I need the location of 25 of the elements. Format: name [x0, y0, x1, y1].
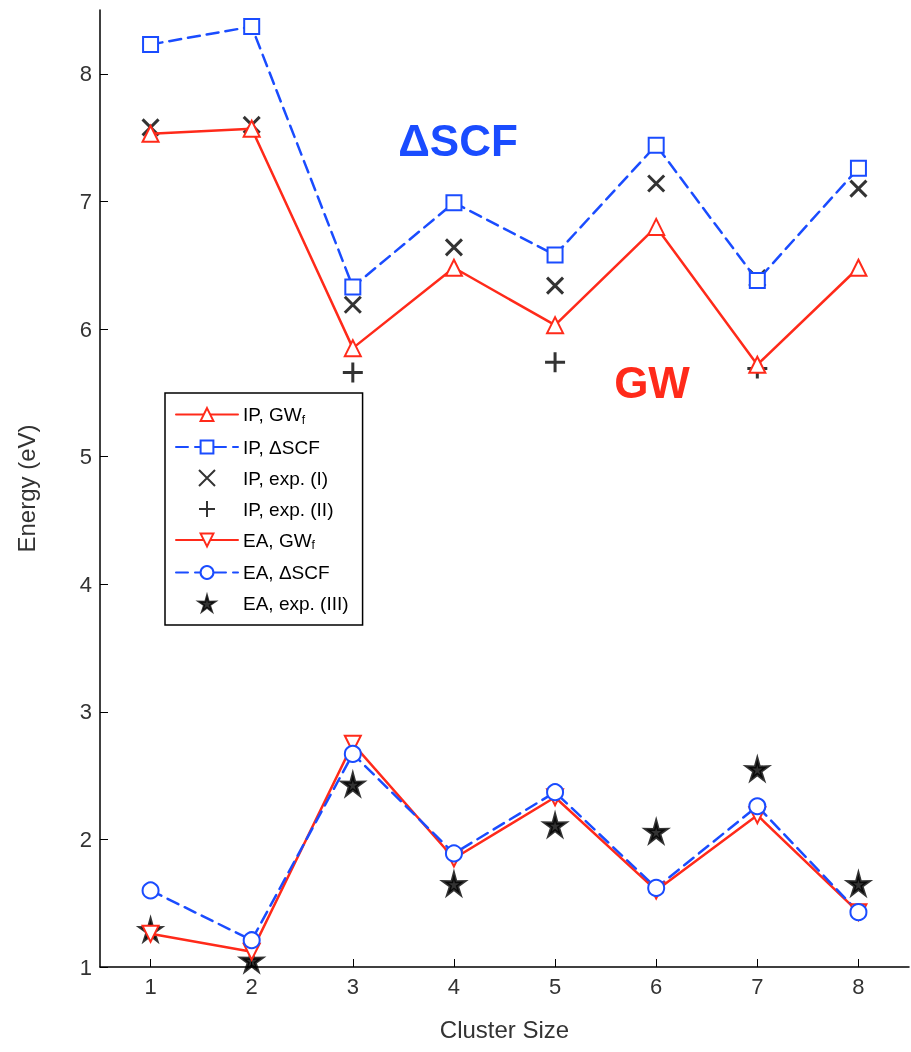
- legend-label: IP, ΔSCF: [243, 436, 320, 458]
- y-tick-label: 8: [79, 61, 92, 87]
- x-tick-label: 1: [144, 973, 157, 999]
- x-tick-label: 8: [852, 973, 865, 999]
- y-tick-label: 1: [79, 954, 92, 980]
- x-tick-label: 3: [346, 973, 359, 999]
- x-tick-label: 6: [650, 973, 663, 999]
- y-tick-label: 6: [79, 316, 92, 342]
- x-tick-label: 2: [245, 973, 258, 999]
- legend-label: EA, ΔSCF: [243, 562, 330, 583]
- x-tick-label: 4: [447, 973, 461, 999]
- y-tick-label: 7: [79, 188, 92, 214]
- y-tick-label: 5: [79, 444, 92, 470]
- y-axis-title: Energy (eV): [12, 424, 40, 553]
- x-tick-label: 7: [751, 973, 764, 999]
- legend-label: IP, exp. (I): [243, 467, 329, 489]
- y-tick-label: 3: [79, 699, 92, 725]
- y-tick-label: 4: [79, 571, 92, 597]
- legend-label: EA, exp. (III): [243, 593, 349, 614]
- annotation: GW: [614, 357, 691, 407]
- legend-label: IP, exp. (II): [243, 498, 334, 520]
- y-tick-label: 2: [79, 826, 92, 852]
- x-tick-label: 5: [548, 973, 562, 999]
- annotation: ΔSCF: [398, 115, 518, 165]
- x-axis-title: Cluster Size: [439, 1015, 570, 1043]
